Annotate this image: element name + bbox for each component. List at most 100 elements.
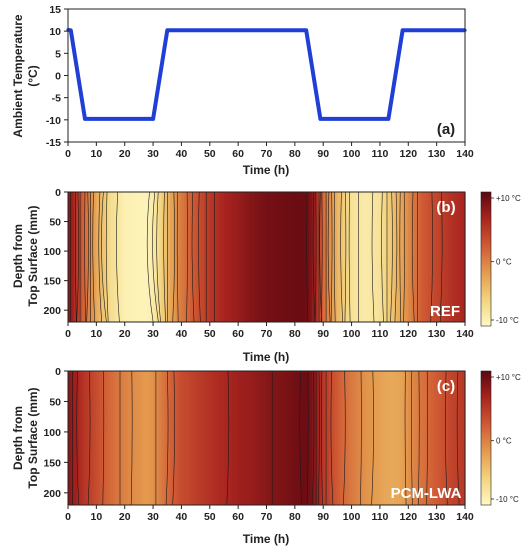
contour-cell [76,371,80,505]
contour-cell [348,192,353,322]
contour-cell [360,192,364,322]
isotherm-line [152,191,159,323]
x-tick-label: 120 [400,328,418,340]
contour-cell [326,192,330,322]
contour-cell [124,192,129,322]
panel-b-y-axis-title-line1: Depth from [11,224,25,288]
ambient-temperature-point [318,117,322,121]
contour-cell [362,371,367,505]
contour-cell [411,371,415,505]
isotherm-line [371,191,375,323]
contour-cell [255,371,259,505]
panel-a-y-axis-title-line2: (°C) [26,65,40,86]
contour-cell [351,371,356,505]
isotherm-line [172,370,175,506]
isotherm-line [318,370,320,506]
panel-c-y-axis-title-line2: Top Surface (mm) [26,387,40,488]
ambient-temperature-point [165,28,169,32]
x-tick-label: 30 [147,328,159,340]
isotherm-line [320,191,323,323]
contour-cell [153,371,157,505]
panel-c-y-ticks: 0 50 100 150 200 [43,366,68,500]
contour-cell [141,371,146,505]
x-tick-label: 140 [456,148,474,160]
contour-cell [110,192,114,322]
isotherm-line [311,370,315,506]
x-tick-label: 20 [119,148,131,160]
contour-cell [385,371,390,505]
contour-cell [240,371,245,505]
contour-cell [388,192,392,322]
isotherm-line [163,191,166,323]
contour-cell [133,371,137,505]
contour-cell [124,371,129,505]
contour-cell [93,371,97,505]
isotherm-line [381,191,384,323]
contour-cell [121,371,126,505]
isotherm-line [84,191,86,323]
contour-cell [297,371,302,505]
contour-cell [87,192,92,322]
x-tick-label: 90 [317,328,329,340]
contour-cell [257,371,262,505]
contour-cell [155,371,160,505]
y-tick-label: 5 [55,48,61,60]
contour-cell [170,371,174,505]
contour-cell [243,192,248,322]
ambient-temperature-point [69,28,73,32]
contour-cell [201,371,205,505]
contour-cell [354,371,358,505]
isotherm-line [172,191,175,323]
isotherm-line [348,191,351,323]
contour-cell [323,192,327,322]
isotherm-line [226,370,230,506]
contour-cell [357,371,361,505]
isotherm-line [146,191,154,323]
contour-cell [161,192,166,322]
contour-cell [209,371,214,505]
contour-cell [218,192,222,322]
isotherm-line [156,191,161,323]
isotherm-line [439,191,443,323]
contour-cell [439,371,443,505]
isotherm-line [312,191,316,323]
contour-cell [107,371,112,505]
contour-cell [133,192,137,322]
contour-cell [136,192,140,322]
contour-cell [187,371,191,505]
contour-cell [167,192,171,322]
contour-cell [430,371,435,505]
contour-cell [306,192,310,322]
isotherm-line [306,191,308,323]
contour-cell [116,371,120,505]
panel-c-x-ticks: 0 10 20 30 40 50 60 70 80 90 100 110 120 130 140 [65,505,474,523]
x-tick-label: 130 [428,148,446,160]
contour-cell [416,192,421,322]
contour-cell [351,192,356,322]
contour-cell [300,192,304,322]
contour-cell [405,192,409,322]
contour-cell [221,192,225,322]
isotherm-line [299,370,302,506]
contour-cell [433,371,438,505]
panel-b-colorbar-labels: +10 °C 0 °C -10 °C [491,194,521,325]
ambient-temperature-panel: 0 10 20 30 40 50 60 70 80 90 100 110 120 130 140 -15-1… [11,4,474,177]
isotherm-line [319,191,322,323]
contour-cell [445,371,449,505]
x-tick-label: 140 [456,511,474,523]
x-tick-label: 50 [204,148,216,160]
contour-cell [297,192,302,322]
contour-cell [192,371,197,505]
x-tick-label: 80 [289,511,301,523]
isotherm-line [426,370,428,506]
contour-cell [215,371,219,505]
x-tick-label: 50 [204,328,216,340]
contour-cell [337,371,341,505]
contour-cell [399,371,404,505]
contour-cell [195,192,200,322]
contour-cell [215,192,219,322]
isotherm-line [394,191,398,323]
y-tick-label: 15 [49,4,61,16]
contour-cell [226,192,231,322]
contour-cell [113,192,117,322]
